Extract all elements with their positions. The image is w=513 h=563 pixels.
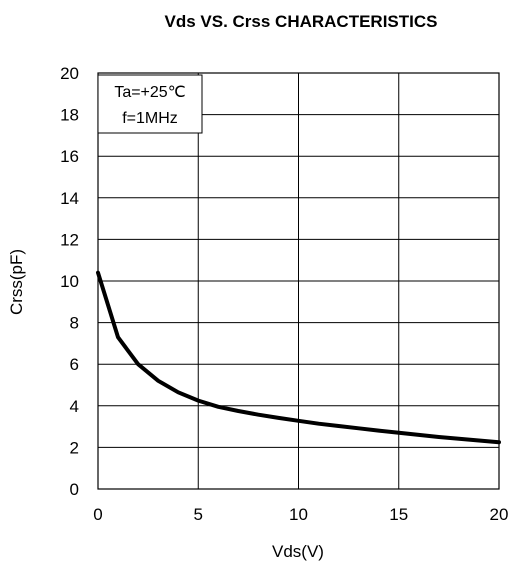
annotation-frequency: f=1MHz [122,110,178,127]
y-tick-label: 0 [70,480,79,499]
y-tick-label: 8 [70,314,79,333]
y-tick-label: 20 [60,64,79,83]
x-tick-label: 10 [289,505,308,524]
x-tick-labels: 0 5 10 15 20 [93,505,508,524]
x-tick-label: 20 [490,505,509,524]
y-tick-labels: 0 2 4 6 8 10 12 14 16 18 20 [60,64,79,499]
x-tick-label: 15 [389,505,408,524]
y-tick-label: 18 [60,106,79,125]
y-tick-label: 12 [60,230,79,249]
annotation-temperature: Ta=+25℃ [114,84,185,101]
x-tick-label: 5 [194,505,203,524]
y-tick-label: 10 [60,272,79,291]
x-tick-label: 0 [93,505,102,524]
y-tick-label: 6 [70,355,79,374]
y-tick-label: 14 [60,189,79,208]
y-tick-label: 4 [70,397,79,416]
grid [97,72,500,490]
y-tick-label: 16 [60,147,79,166]
y-axis-label: Crss(pF) [7,249,26,315]
plot-frame [97,72,500,490]
y-tick-label: 2 [70,438,79,457]
chart-title: Vds VS. Crss CHARACTERISTICS [165,12,438,31]
annotation-box: Ta=+25℃ f=1MHz [97,74,203,134]
x-axis-label: Vds(V) [272,542,324,561]
